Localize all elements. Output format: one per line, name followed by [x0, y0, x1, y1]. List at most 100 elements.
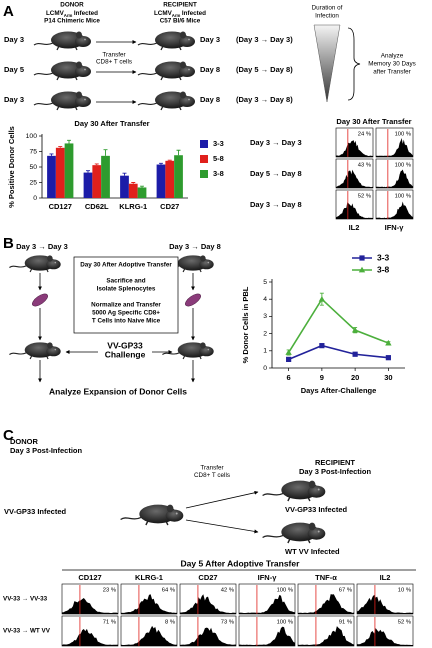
percent-label: 52 %: [398, 620, 411, 626]
y-tick-label: 100: [26, 133, 38, 140]
mouse: [137, 91, 195, 111]
y-tick-label: 50: [29, 164, 37, 171]
error-bar: [85, 170, 90, 173]
y-tick-label: 1: [263, 348, 267, 355]
bar: [92, 165, 102, 198]
x-tick-label: CD62L: [85, 202, 109, 211]
legend-marker: [359, 255, 365, 261]
mouse-tail: [9, 265, 27, 268]
infection-word: Infected: [74, 10, 98, 17]
mouse-ear: [200, 342, 206, 349]
infection-label: LCMVArm Infected: [154, 10, 206, 18]
mouse-ear: [76, 61, 82, 69]
strain: Arm: [172, 13, 181, 18]
legend-label: 5-8: [213, 154, 224, 163]
box-step: Normalize and Transfer: [91, 302, 161, 309]
infection-course: (Day 3 → Day 3): [236, 35, 293, 44]
donor-day: Day 3: [4, 35, 24, 44]
legend-swatch: [200, 170, 208, 178]
mouse-head: [46, 259, 61, 270]
bar: [55, 147, 65, 198]
challenge-label: VV-GP33: [107, 340, 143, 350]
mouse-eye: [188, 98, 190, 101]
duration-triangle: [313, 24, 341, 103]
bar: [120, 175, 129, 198]
legend-swatch: [200, 155, 208, 163]
percent-label: 8 %: [165, 620, 175, 626]
percent-label: 23 %: [103, 588, 116, 594]
percent-label: 52 %: [358, 194, 371, 200]
error-bar: [94, 163, 99, 166]
flow-histogram: [180, 594, 236, 614]
marker: [351, 326, 359, 333]
mouse-head: [46, 346, 61, 357]
percent-label: 43 %: [358, 163, 371, 169]
donor-timing: Day 3 Post-Infection: [10, 446, 83, 455]
bar: [174, 155, 183, 198]
recipient-day: Day 8: [200, 65, 220, 74]
group-label: Day 3 → Day 3: [16, 242, 68, 251]
flow-histogram: [62, 628, 118, 646]
donor-infection: VV-GP33 Infected: [4, 507, 67, 516]
mouse-eye: [317, 530, 320, 533]
y-axis-label: % Positive Donor Cells: [7, 126, 16, 208]
box-step: Sacrifice and: [106, 278, 145, 285]
mouse-tail: [33, 42, 54, 46]
infection-word: Infected: [182, 10, 206, 17]
legend-label: 3-8: [213, 169, 224, 178]
y-tick-label: 0: [263, 365, 267, 372]
flow-column-label: CD127: [78, 573, 101, 582]
error-bar: [167, 159, 172, 161]
mouse-eye: [317, 488, 320, 491]
y-tick-label: 2: [263, 330, 267, 337]
duration-label: Infection: [315, 13, 339, 20]
mouse: [9, 342, 61, 360]
marker: [385, 355, 391, 361]
mouse: [9, 255, 61, 273]
mouse-eye: [84, 98, 86, 101]
x-tick-label: 20: [351, 373, 359, 382]
spleen: [185, 293, 201, 307]
flow-row-label: Day 3 → Day 8: [250, 200, 302, 209]
group-label: Day 3 → Day 8: [169, 242, 221, 251]
arrow: [185, 519, 259, 534]
marker: [352, 351, 358, 357]
flow-row-label: Day 3 → Day 3: [250, 138, 302, 147]
box-step: Isolate Splenocytes: [97, 286, 156, 293]
box-step: 5000 Ag Specific CD8+: [92, 310, 160, 317]
flow-column-label: CD27: [198, 573, 217, 582]
legend-swatch: [200, 140, 208, 148]
flow-histogram: [376, 201, 413, 219]
donor-title: DONOR: [10, 437, 39, 446]
series-line: [288, 344, 389, 361]
transfer-label: Transfer: [102, 52, 125, 59]
error-bar: [103, 149, 108, 156]
flow-column-label: KLRG-1: [135, 573, 163, 582]
chart-title: Day 30 After Transfer: [74, 119, 149, 128]
mouse-eye: [175, 512, 178, 515]
mouse-tail: [9, 352, 27, 355]
mouse-ear: [308, 480, 316, 489]
mouse-eye: [54, 348, 57, 351]
brace: [347, 27, 361, 101]
donor-title: DONOR: [60, 2, 84, 9]
analysis-label: Analyze: [381, 53, 404, 60]
flow-histogram: [298, 626, 354, 646]
flow-histogram: [376, 169, 413, 188]
mouse-eye: [188, 38, 190, 41]
mouse-ear: [200, 255, 206, 262]
series-line: [287, 297, 389, 353]
percent-label: 100 %: [277, 588, 293, 594]
y-tick-label: 5: [263, 279, 267, 286]
mouse: [33, 91, 91, 111]
arrow: [185, 490, 259, 509]
mouse: [162, 342, 214, 360]
flow-histogram: [336, 140, 373, 157]
analysis-label: after Transfer: [373, 69, 410, 76]
bar: [137, 187, 147, 198]
error-bar: [122, 172, 127, 176]
flow-row-label: VV-33 → VV-33: [3, 596, 48, 603]
mouse-ear: [166, 504, 174, 513]
percent-label: 100 %: [395, 132, 411, 138]
error-bar: [49, 153, 54, 156]
